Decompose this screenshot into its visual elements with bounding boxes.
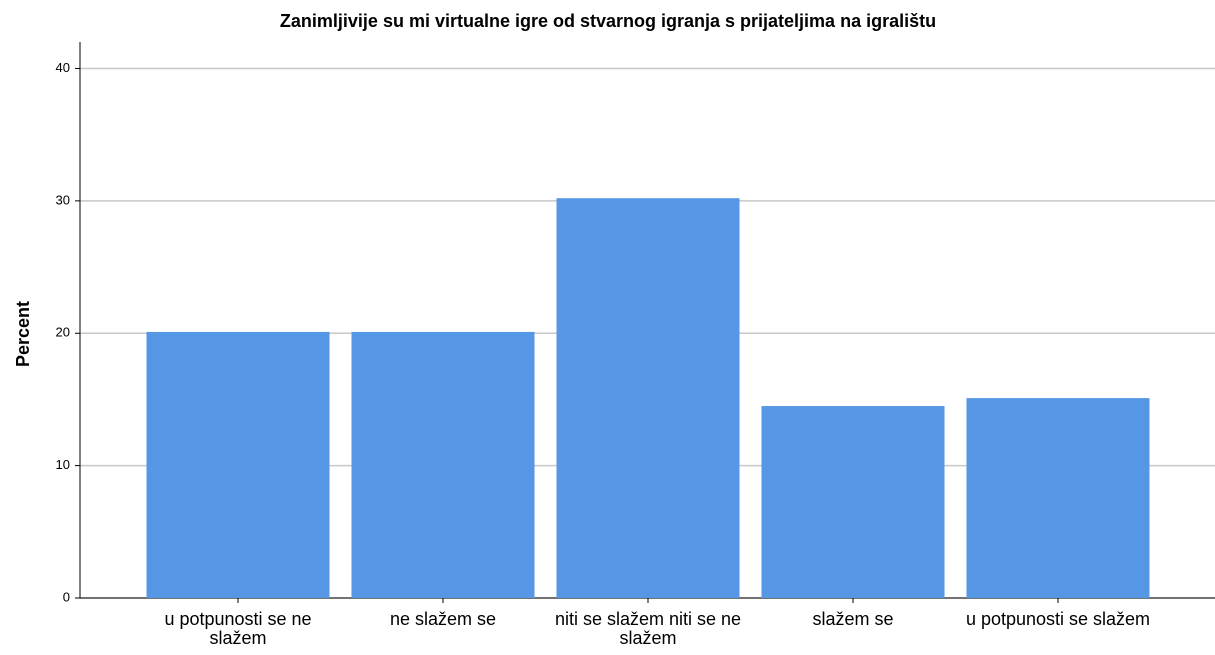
x-tick-label: u potpunosti se ne slažem [164,609,312,648]
bar [761,406,945,598]
y-tick-label: 40 [56,60,70,75]
y-tick-label: 0 [63,589,70,604]
y-tick-label: 30 [56,192,70,207]
x-tick-label: u potpunosti se slažem [965,609,1151,629]
x-tick-label: ne slažem se [389,609,497,629]
y-axis-label: Percent [13,301,33,367]
y-tick-label: 20 [56,325,70,340]
bar [556,198,740,598]
bar [146,331,330,598]
x-tick-label: niti se slažem niti se ne slažem [554,609,742,648]
y-tick-label: 10 [56,457,70,472]
bar [351,331,535,598]
x-tick-label: slažem se [812,609,894,629]
chart-title: Zanimljivije su mi virtualne igre od stv… [280,11,936,31]
bar [966,398,1150,598]
